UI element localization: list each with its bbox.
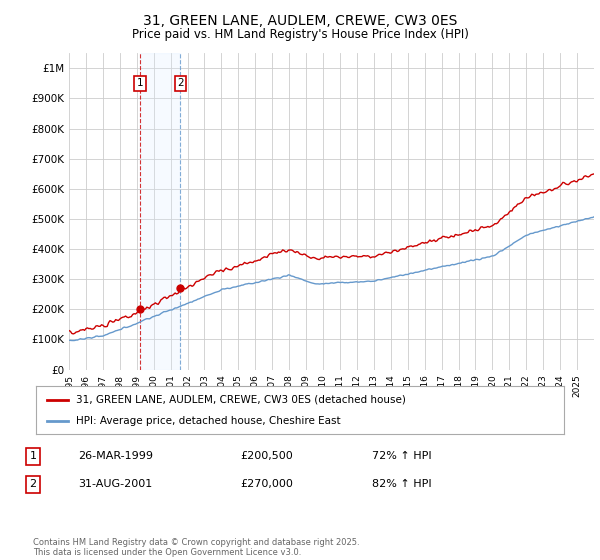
Text: 72% ↑ HPI: 72% ↑ HPI: [372, 451, 431, 461]
Text: 2: 2: [177, 78, 184, 88]
Text: 1: 1: [29, 451, 37, 461]
Bar: [140, 53, 181, 370]
Text: 26-MAR-1999: 26-MAR-1999: [78, 451, 153, 461]
Text: 2: 2: [29, 479, 37, 489]
Text: £200,500: £200,500: [240, 451, 293, 461]
Text: Contains HM Land Registry data © Crown copyright and database right 2025.
This d: Contains HM Land Registry data © Crown c…: [33, 538, 359, 557]
Text: £270,000: £270,000: [240, 479, 293, 489]
Text: 31, GREEN LANE, AUDLEM, CREWE, CW3 0ES (detached house): 31, GREEN LANE, AUDLEM, CREWE, CW3 0ES (…: [76, 395, 406, 405]
Text: 1: 1: [137, 78, 143, 88]
Text: 31, GREEN LANE, AUDLEM, CREWE, CW3 0ES: 31, GREEN LANE, AUDLEM, CREWE, CW3 0ES: [143, 14, 457, 28]
Text: 82% ↑ HPI: 82% ↑ HPI: [372, 479, 431, 489]
Text: HPI: Average price, detached house, Cheshire East: HPI: Average price, detached house, Ches…: [76, 416, 340, 426]
Text: 31-AUG-2001: 31-AUG-2001: [78, 479, 152, 489]
Text: Price paid vs. HM Land Registry's House Price Index (HPI): Price paid vs. HM Land Registry's House …: [131, 28, 469, 41]
